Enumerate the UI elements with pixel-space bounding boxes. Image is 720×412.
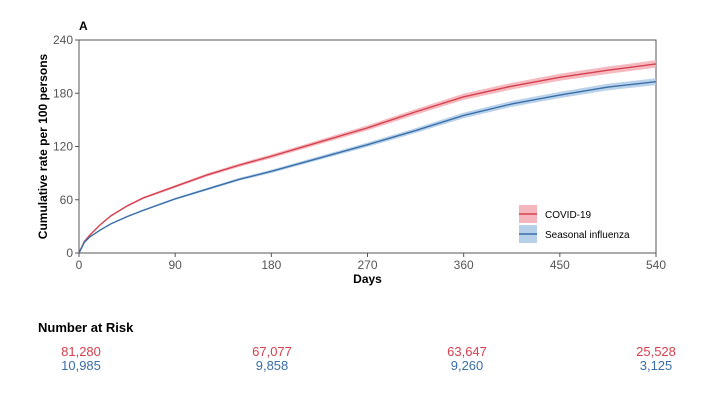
- ci-band-0: [79, 60, 656, 254]
- risk-covid-1: 67,077: [252, 344, 292, 359]
- risk-flu-2: 9,260: [450, 358, 484, 373]
- risk-flu-3: 3,125: [639, 358, 673, 373]
- risk-flu-1: 9,858: [255, 358, 289, 373]
- chart: 0 90 180 270 360 450 540 0 60 120 180 240 Days Cumula…: [36, 19, 666, 286]
- legend-label: Seasonal influenza: [545, 230, 630, 241]
- y-tick-label: 60: [60, 193, 74, 207]
- x-tick-label: 450: [550, 258, 570, 272]
- x-tick-label: 270: [357, 258, 377, 272]
- legend-label: COVID-19: [545, 210, 592, 221]
- x-tick-label: 360: [454, 258, 474, 272]
- x-tick-label: 90: [168, 258, 182, 272]
- x-axis-label: Days: [353, 272, 382, 286]
- series-line-1: [78, 81, 657, 254]
- panel-label: A: [79, 19, 88, 33]
- ci-band-1: [79, 78, 656, 254]
- y-axis-label: Cumulative rate per 100 persons: [36, 53, 50, 239]
- y-tick-label: 240: [53, 33, 73, 47]
- x-tick-label: 0: [76, 258, 83, 272]
- x-tick-label: 180: [261, 258, 281, 272]
- series-line-0: [78, 63, 657, 254]
- y-tick-label: 0: [66, 246, 73, 260]
- risk-covid-2: 63,647: [447, 344, 487, 359]
- y-tick-label: 120: [53, 140, 73, 154]
- risk-covid-0: 81,280: [61, 344, 101, 359]
- risk-table-title: Number at Risk: [38, 320, 134, 335]
- risk-flu-0: 10,985: [61, 358, 101, 373]
- risk-covid-3: 25,528: [636, 344, 676, 359]
- y-tick-label: 180: [53, 86, 73, 100]
- x-tick-label: 540: [646, 258, 666, 272]
